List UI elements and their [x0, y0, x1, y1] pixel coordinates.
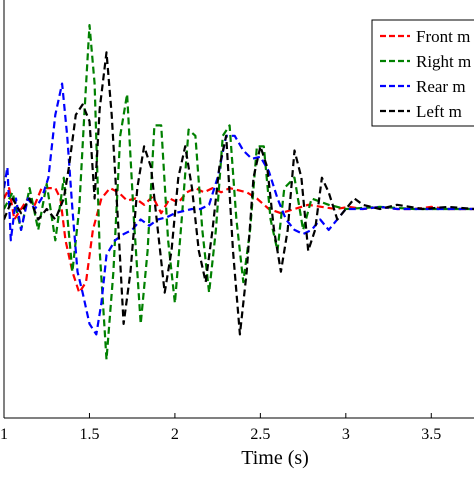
legend-label-3: Left m	[416, 102, 462, 121]
x-tick-label: 2.5	[250, 426, 270, 443]
series-layer	[4, 24, 474, 361]
legend-label-1: Right m	[416, 52, 471, 71]
x-tick-label: 2	[171, 426, 179, 443]
x-tick-label: 3	[342, 426, 350, 443]
legend-box	[371, 19, 474, 127]
legend-label-2: Rear m	[416, 77, 466, 96]
legend-label-0: Front m	[416, 27, 470, 46]
legend: Front m Right m Rear m Left m	[371, 19, 474, 127]
x-tick-label: 1.5	[79, 426, 99, 443]
x-ticks: 1 1.5 2 2.5 3 3.5	[0, 413, 441, 443]
x-axis-label: Time (s)	[241, 447, 309, 469]
x-tick-label: 3.5	[421, 426, 441, 443]
series-line-0	[4, 187, 474, 294]
series-line-3	[4, 51, 474, 336]
x-tick-label: 1	[0, 426, 8, 443]
